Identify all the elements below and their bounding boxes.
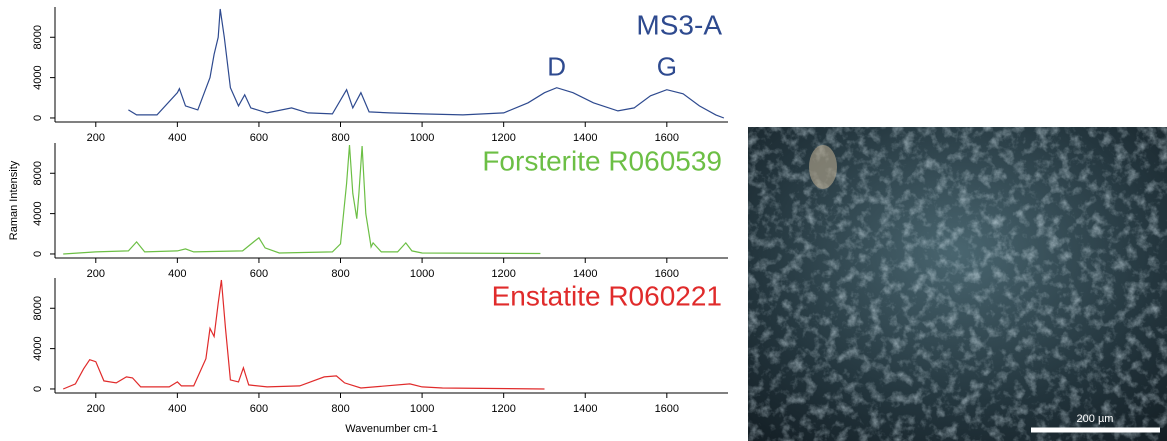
- y-tick-label: 8000: [32, 161, 44, 185]
- x-tick-label: 1400: [573, 268, 597, 280]
- x-tick-label: 800: [331, 403, 349, 415]
- photo-feature: [809, 145, 837, 189]
- y-tick-label: 0: [32, 386, 44, 392]
- series-title: Enstatite R060221: [492, 280, 722, 311]
- x-tick-label: 1000: [410, 403, 434, 415]
- spectrum-line: [63, 144, 541, 255]
- x-tick-label: 600: [250, 132, 268, 144]
- x-tick-label: 200: [87, 403, 105, 415]
- x-tick-label: 1400: [573, 132, 597, 144]
- x-tick-label: 1600: [655, 268, 679, 280]
- x-tick-label: 400: [168, 268, 186, 280]
- x-tick-label: 600: [250, 403, 268, 415]
- x-tick-label: 1200: [491, 403, 515, 415]
- peak-annotation: G: [657, 51, 677, 81]
- y-tick-label: 4000: [32, 201, 44, 225]
- x-tick-label: 1000: [410, 268, 434, 280]
- x-tick-label: 600: [250, 268, 268, 280]
- x-tick-label: 800: [331, 268, 349, 280]
- x-tick-label: 1400: [573, 403, 597, 415]
- y-tick-label: 0: [32, 251, 44, 257]
- x-tick-label: 400: [168, 132, 186, 144]
- y-axis-label: Raman Intensity: [8, 160, 20, 240]
- y-tick-label: 8000: [32, 25, 44, 49]
- x-tick-label: 400: [168, 403, 186, 415]
- scale-bar-label: 200 µm: [1077, 413, 1114, 425]
- x-tick-label: 1200: [491, 132, 515, 144]
- spectrum-line: [128, 8, 725, 119]
- x-tick-label: 1600: [655, 132, 679, 144]
- y-tick-label: 4000: [32, 65, 44, 89]
- x-tick-label: 1200: [491, 268, 515, 280]
- series-title: Forsterite R060539: [482, 145, 722, 176]
- x-tick-label: 1600: [655, 403, 679, 415]
- y-tick-label: 8000: [32, 296, 44, 320]
- x-tick-label: 200: [87, 268, 105, 280]
- x-axis-label: Wavenumber cm-1: [345, 423, 438, 435]
- x-tick-label: 200: [87, 132, 105, 144]
- x-tick-label: 800: [331, 132, 349, 144]
- x-tick-label: 1000: [410, 132, 434, 144]
- y-tick-label: 4000: [32, 336, 44, 360]
- spectrum-line: [62, 279, 545, 390]
- y-tick-label: 0: [32, 115, 44, 121]
- peak-annotation: D: [547, 51, 566, 81]
- micrograph: 200 µm: [748, 127, 1167, 441]
- series-title: MS3-A: [636, 9, 722, 40]
